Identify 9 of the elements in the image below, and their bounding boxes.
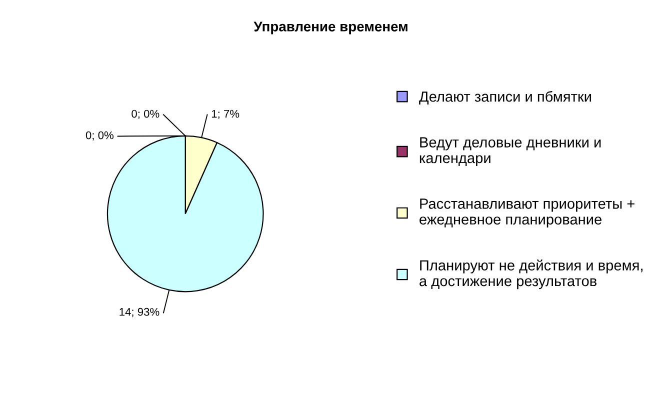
legend-label: Ведут деловые дневники и календари bbox=[420, 137, 601, 166]
legend-label: Планируют не действия и время, а достижение результатов bbox=[420, 260, 642, 290]
data-label: 1; 7% bbox=[212, 110, 240, 120]
chart-title: Управление временем bbox=[254, 22, 408, 34]
text: 0; 0% bbox=[86, 131, 114, 141]
data-label: 14; 93% bbox=[120, 308, 160, 318]
legend-label: Расстанавливают приоритеты + ежедневное планирование bbox=[420, 198, 634, 228]
legend-label: Делают записи и пбмятки bbox=[419, 90, 591, 105]
text: 0; 0% bbox=[132, 110, 160, 120]
